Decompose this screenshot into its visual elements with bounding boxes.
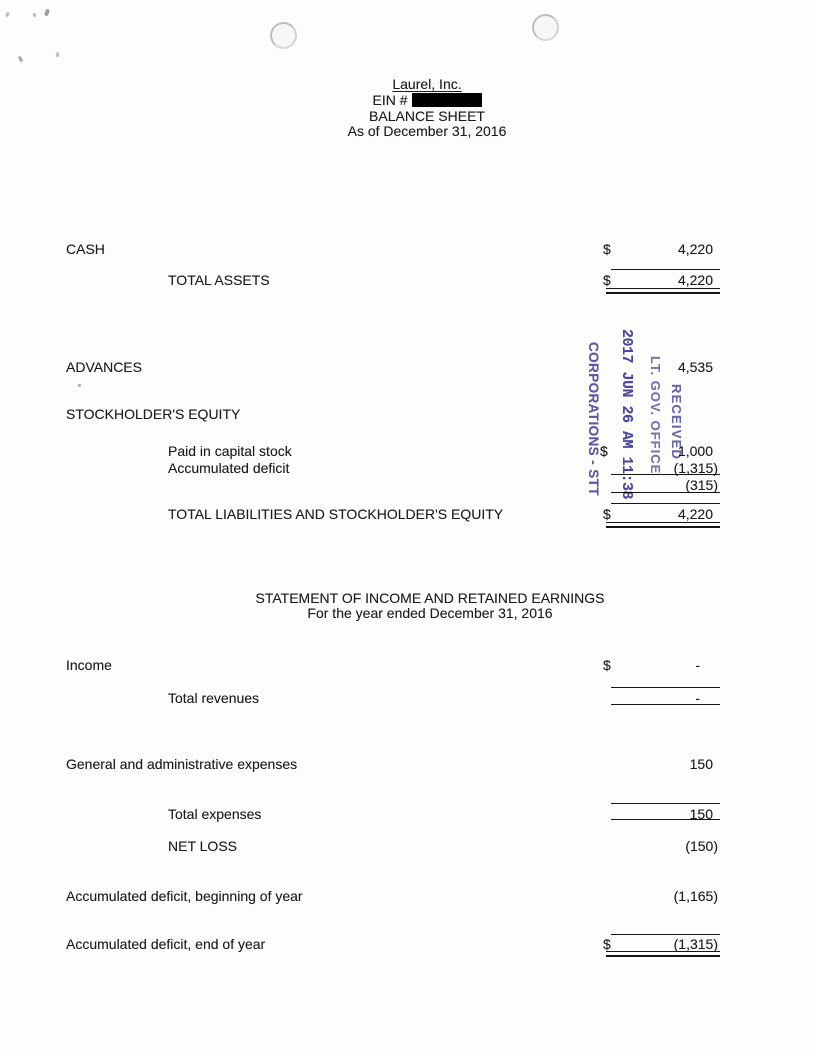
row-value: 150: [689, 806, 713, 822]
row-label: Paid in capital stock: [168, 443, 292, 459]
pencil-mark: [78, 384, 81, 387]
total-rule: [611, 934, 720, 935]
row-label: TOTAL LIABILITIES AND STOCKHOLDER'S EQUI…: [168, 506, 504, 522]
row-stockholders-equity: STOCKHOLDER'S EQUITY: [66, 406, 750, 422]
total-rule: [611, 803, 720, 804]
row-total-expenses: Total expenses 150: [66, 806, 750, 822]
pencil-mark: [43, 8, 51, 17]
row-ga-expenses: General and administrative expenses 150: [66, 756, 750, 772]
row-paid-in-capital: Paid in capital stock $ 1,000: [66, 443, 750, 459]
row-accumulated-deficit: Accumulated deficit (1,315): [66, 460, 750, 476]
stamp-line-office: LT. GOV. OFFICE: [648, 356, 663, 475]
row-advances: ADVANCES 4,535: [66, 359, 750, 375]
dollar-sign: $: [603, 506, 611, 522]
row-label: TOTAL ASSETS: [168, 272, 270, 288]
row-value: 4,220: [677, 506, 713, 522]
row-value: -: [695, 657, 700, 673]
total-rule: [611, 503, 720, 504]
row-total-liabilities: TOTAL LIABILITIES AND STOCKHOLDER'S EQUI…: [66, 506, 750, 522]
row-label: NET LOSS: [168, 838, 237, 854]
row-value: (1,165): [673, 888, 718, 904]
row-value: 1,000: [677, 443, 713, 459]
row-value: (315): [685, 477, 718, 493]
row-label: General and administrative expenses: [66, 756, 298, 772]
income-statement-title: STATEMENT OF INCOME AND RETAINED EARNING…: [255, 590, 605, 606]
dollar-sign: $: [603, 657, 611, 673]
company-name: Laurel, Inc.: [392, 76, 462, 92]
ein-line: EIN #: [38, 92, 816, 108]
row-label: ADVANCES: [66, 359, 142, 375]
row-label: Accumulated deficit: [168, 460, 290, 476]
row-label: Total expenses: [168, 806, 262, 822]
stamp-line-datetime: 2017 JUN 26 AM 11:38: [618, 329, 635, 500]
pencil-mark: [55, 51, 60, 58]
row-value: 150: [689, 756, 713, 772]
total-rule: [611, 704, 720, 705]
pencil-mark: [32, 12, 37, 18]
dollar-sign: $: [603, 241, 611, 257]
row-total-assets: TOTAL ASSETS $ 4,220: [66, 272, 750, 288]
hole-punch: [532, 14, 559, 41]
row-net-loss: NET LOSS (150): [66, 838, 750, 854]
section-label: STOCKHOLDER'S EQUITY: [66, 406, 241, 422]
double-rule: [606, 522, 720, 528]
hole-punch: [270, 22, 297, 49]
dollar-sign: $: [603, 936, 611, 952]
row-income: Income $ -: [66, 657, 750, 673]
stamp-line-received: RECEIVED: [669, 384, 684, 461]
row-value: -: [695, 690, 700, 706]
total-rule: [611, 687, 720, 688]
double-rule: [606, 951, 720, 957]
row-value: 4,220: [677, 241, 713, 257]
row-value: (1,315): [673, 936, 718, 952]
row-total-revenues: Total revenues -: [66, 690, 750, 706]
document-date: As of December 31, 2016: [347, 123, 507, 139]
row-label: Income: [66, 657, 112, 673]
pencil-mark: [5, 11, 10, 18]
double-rule: [606, 288, 720, 294]
total-rule: [611, 819, 720, 820]
dollar-sign: $: [600, 443, 608, 459]
total-rule: [611, 269, 720, 270]
document-title: BALANCE SHEET: [369, 108, 485, 124]
row-deficit-end: Accumulated deficit, end of year $ (1,31…: [66, 936, 750, 952]
income-statement-subtitle: For the year ended December 31, 2016: [307, 605, 553, 621]
ein-label: EIN #: [372, 92, 408, 108]
pencil-mark: [17, 55, 24, 63]
row-equity-subtotal: (315): [66, 477, 750, 493]
row-value: (1,315): [673, 460, 718, 476]
row-deficit-beginning: Accumulated deficit, beginning of year (…: [66, 888, 750, 904]
total-rule: [611, 474, 720, 475]
row-value: (150): [685, 838, 718, 854]
row-label: Total revenues: [168, 690, 260, 706]
ein-redaction-box: [411, 93, 482, 107]
stamp-line-department: CORPORATIONS - STT: [586, 342, 601, 496]
row-label: Accumulated deficit, end of year: [66, 936, 266, 952]
row-cash: CASH $ 4,220: [66, 241, 750, 257]
row-value: 4,220: [677, 272, 713, 288]
row-label: Accumulated deficit, beginning of year: [66, 888, 303, 904]
total-rule: [611, 492, 720, 493]
dollar-sign: $: [603, 272, 611, 288]
row-label: CASH: [66, 241, 105, 257]
row-value: 4,535: [677, 359, 713, 375]
